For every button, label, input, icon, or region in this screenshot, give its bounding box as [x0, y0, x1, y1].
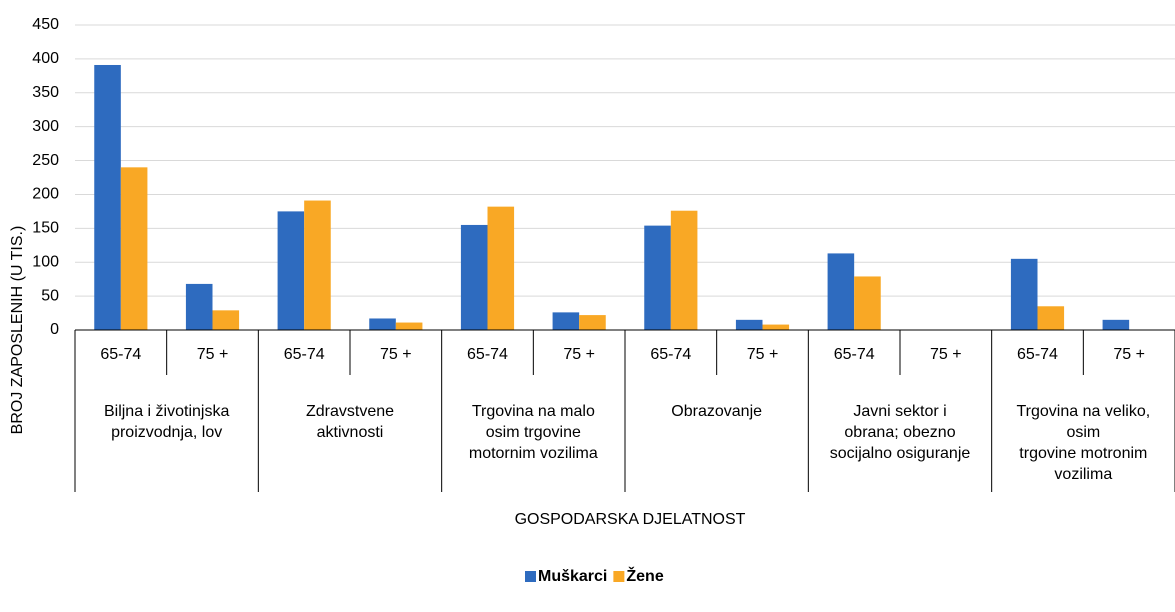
x-tick-label: 75 + — [747, 346, 779, 363]
x-tick-label: 75 + — [1113, 346, 1145, 363]
legend: Muškarci Žene — [525, 566, 664, 585]
y-tick-label: 150 — [32, 220, 59, 237]
bar — [185, 283, 213, 330]
legend-label: Muškarci — [538, 568, 607, 585]
group-label: trgovine motronim — [1019, 445, 1147, 462]
bar — [277, 211, 305, 330]
bar — [1102, 319, 1130, 330]
bar — [762, 324, 790, 330]
x-tick-label: 75 + — [930, 346, 962, 363]
group-label: vozilima — [1054, 466, 1112, 483]
y-axis-title: BROJ ZAPOSLENIH (U TIS.) — [9, 226, 26, 435]
x-tick-label: 65-74 — [834, 346, 875, 363]
group-label: Biljna i životinjska — [104, 403, 229, 420]
legend-swatch — [525, 571, 536, 582]
bar — [120, 167, 148, 330]
x-tick-label: 75 + — [563, 346, 595, 363]
x-tick-label: 65-74 — [1017, 346, 1058, 363]
bar — [94, 64, 121, 330]
x-tick-label: 75 + — [197, 346, 229, 363]
bar — [487, 206, 515, 330]
bar — [395, 322, 423, 330]
bar — [460, 224, 488, 330]
y-tick-label: 250 — [32, 152, 59, 169]
bar — [670, 210, 698, 330]
legend-swatch — [613, 571, 625, 582]
x-axis-title: GOSPODARSKA DJELATNOST — [515, 511, 746, 528]
x-tick-label: 65-74 — [467, 346, 508, 363]
bar — [1010, 258, 1038, 330]
bar — [552, 312, 580, 330]
y-tick-label: 400 — [32, 50, 59, 67]
bar — [579, 315, 606, 330]
group-label: obrana; obezno — [844, 424, 955, 441]
group-label: motornim vozilima — [469, 445, 598, 462]
x-tick-label: 75 + — [380, 346, 412, 363]
group-label: socijalno osiguranje — [830, 445, 971, 462]
bar — [1037, 306, 1065, 330]
x-tick-label: 65-74 — [650, 346, 691, 363]
bar — [735, 319, 763, 330]
group-label: Trgovina na malo — [472, 403, 595, 420]
group-label: Obrazovanje — [671, 403, 762, 420]
bar — [369, 318, 396, 330]
y-tick-label: 350 — [32, 84, 59, 101]
y-tick-label: 300 — [32, 118, 59, 135]
group-label: aktivnosti — [317, 424, 384, 441]
x-tick-label: 65-74 — [284, 346, 325, 363]
bar — [644, 225, 671, 330]
group-label: osim — [1066, 424, 1100, 441]
group-label: proizvodnja, lov — [111, 424, 222, 441]
y-tick-label: 100 — [32, 253, 59, 270]
y-tick-label: 50 — [41, 287, 59, 304]
bar — [827, 253, 855, 330]
group-label: Zdravstvene — [306, 403, 394, 420]
y-tick-label: 0 — [50, 321, 59, 338]
bar — [854, 276, 881, 330]
group-label: osim trgovine — [486, 424, 581, 441]
legend-label: Žene — [626, 566, 663, 585]
y-tick-label: 450 — [32, 16, 59, 33]
bar — [304, 200, 331, 330]
group-label: Javni sektor i — [853, 403, 946, 420]
x-tick-label: 65-74 — [100, 346, 141, 363]
bar — [212, 310, 240, 330]
group-label: Trgovina na veliko, — [1016, 403, 1150, 420]
y-tick-label: 200 — [32, 186, 59, 203]
